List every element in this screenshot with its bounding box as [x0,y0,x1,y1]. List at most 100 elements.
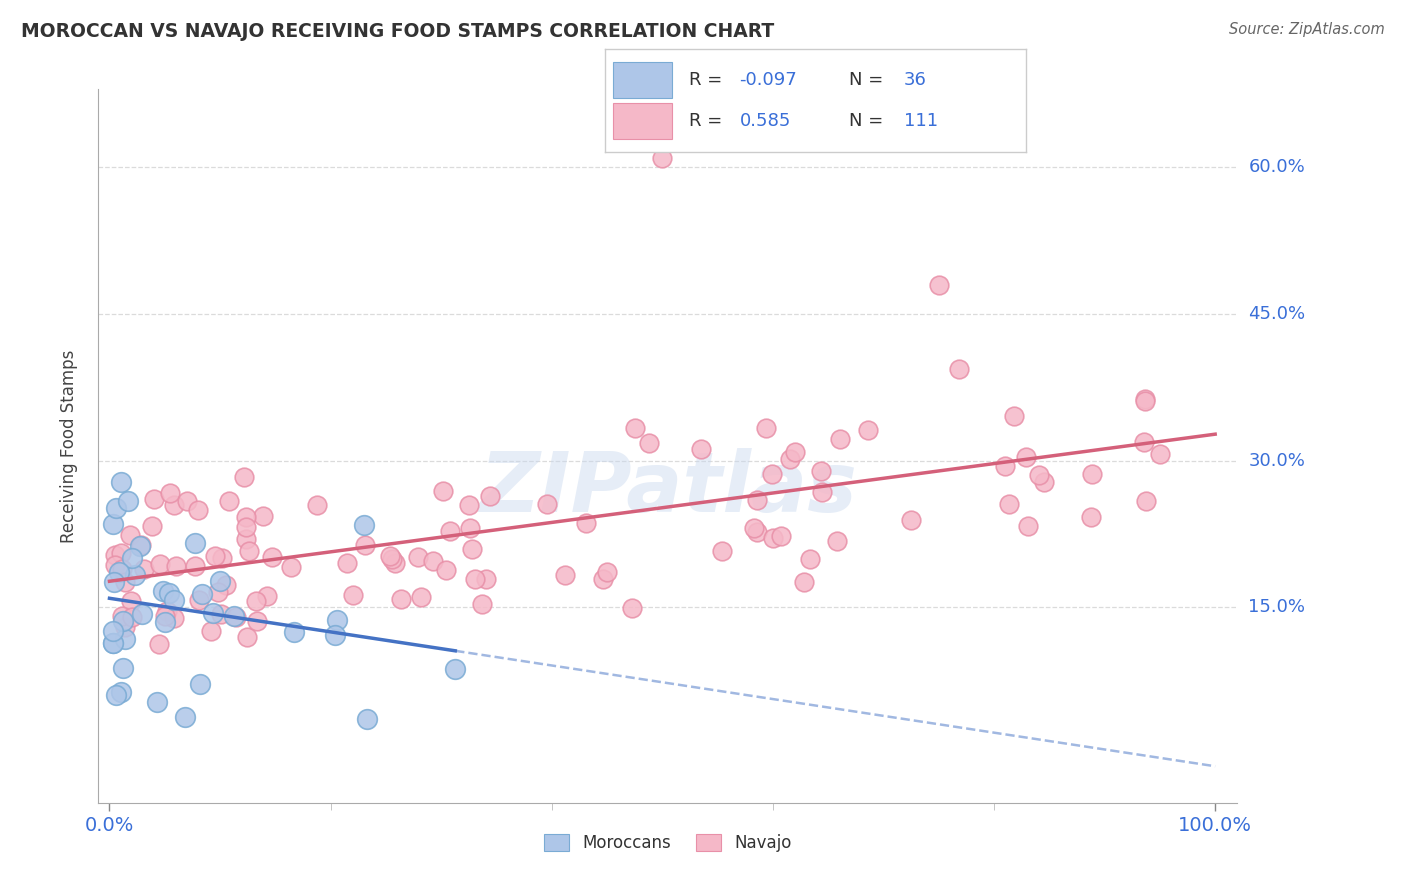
Point [825,533,848,548]
Point [207,584,229,599]
Point [129,538,152,552]
Point [747,525,769,540]
Point [104,558,127,572]
Text: N =: N = [849,70,883,89]
Point [432,483,454,498]
Point [131,607,153,621]
Point [356,712,378,726]
Point [112,614,135,628]
Point [163,499,186,513]
Point [110,685,132,699]
Point [128,539,150,553]
Text: MOROCCAN VS NAVAJO RECEIVING FOOD STAMPS CORRELATION CHART: MOROCCAN VS NAVAJO RECEIVING FOOD STAMPS… [21,22,775,41]
Point [998,496,1021,510]
Text: 30.0%: 30.0% [1249,451,1305,470]
Point [191,587,214,601]
Point [283,625,305,640]
Point [159,485,181,500]
Point [1135,392,1157,406]
Text: 36: 36 [904,70,927,89]
Point [1133,393,1156,408]
Point [153,609,176,624]
Text: 15.0%: 15.0% [1249,599,1305,616]
Point [1015,450,1038,465]
Point [856,423,879,437]
Point [458,498,481,512]
Point [104,500,127,515]
Point [101,635,124,649]
Point [163,611,186,625]
Point [336,556,359,570]
Point [1017,519,1039,533]
Point [218,493,240,508]
Point [246,615,269,629]
Point [184,558,207,573]
Point [111,608,134,623]
Point [108,566,131,580]
Point [141,519,163,533]
Point [409,590,432,604]
Point [156,603,179,617]
Point [235,532,257,546]
Point [152,583,174,598]
Text: 45.0%: 45.0% [1249,305,1306,323]
Point [1002,409,1025,424]
Point [104,548,127,562]
Point [174,710,197,724]
Point [745,493,768,508]
Point [785,444,807,458]
Point [252,508,274,523]
Text: 60.0%: 60.0% [1249,159,1305,177]
Point [1080,510,1102,524]
Point [799,552,821,566]
Point [209,607,232,621]
Point [830,432,852,446]
Bar [613,103,672,139]
Point [149,558,172,572]
Point [810,464,832,478]
Point [444,662,467,676]
Point [1132,434,1154,449]
Point [689,442,711,457]
Point [114,632,136,646]
Text: R =: R = [689,112,723,130]
Point [235,630,257,644]
Point [810,485,832,500]
Point [761,467,783,481]
Point [323,628,346,642]
Point [769,529,792,543]
Point [103,575,125,590]
Point [124,568,146,582]
Point [101,624,124,638]
Point [232,469,254,483]
Point [121,609,143,624]
Point [101,636,124,650]
Point [143,492,166,507]
Point [238,544,260,558]
Point [204,549,226,563]
Point [900,513,922,527]
Point [155,615,177,629]
Point [1135,494,1157,508]
Point [118,528,141,542]
Point [114,574,136,589]
Text: 111: 111 [904,112,938,130]
Point [110,475,132,490]
Point [200,624,222,639]
Point [651,151,673,165]
Point [638,436,661,450]
Point [121,551,143,566]
Bar [613,62,672,98]
Point [209,574,232,589]
Point [471,597,494,611]
Point [1149,447,1171,461]
Point [762,531,785,545]
Text: ZIPatlas: ZIPatlas [479,449,856,529]
Point [215,578,238,592]
Point [479,489,502,503]
Point [188,677,211,691]
Point [225,610,247,624]
Point [928,277,950,292]
Point [353,517,375,532]
Text: R =: R = [689,70,723,89]
